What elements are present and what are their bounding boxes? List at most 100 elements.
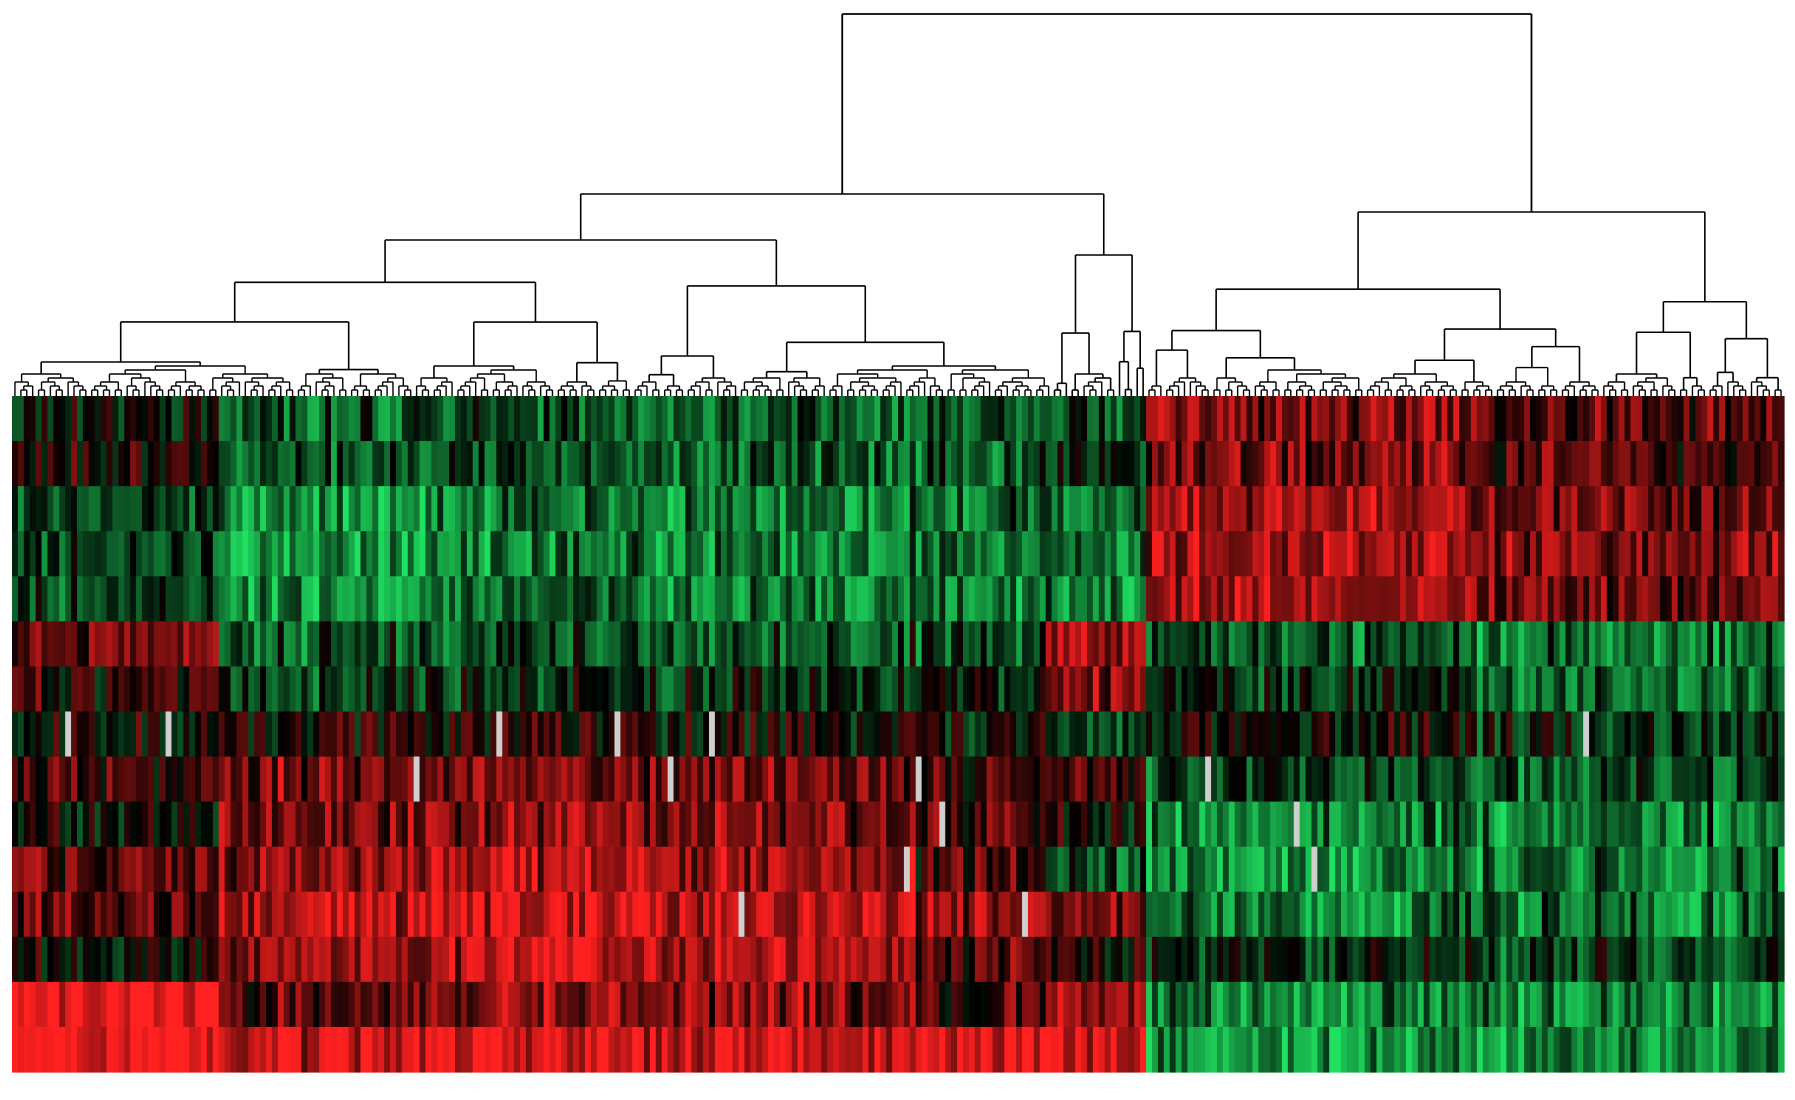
heatmap-cell — [1612, 936, 1620, 983]
heatmap-cell — [608, 531, 616, 577]
heatmap-cell — [1134, 486, 1141, 532]
heatmap-cell — [1270, 576, 1277, 622]
heatmap-cell — [254, 711, 261, 758]
heatmap-cell — [1577, 981, 1584, 1028]
heatmap-cell — [431, 756, 438, 803]
heatmap-cell — [1482, 711, 1490, 758]
heatmap-cell — [23, 756, 31, 803]
heatmap-cell — [974, 621, 982, 667]
heatmap-cell — [1027, 846, 1035, 893]
heatmap-cell — [1352, 441, 1360, 487]
heatmap-cell — [17, 981, 25, 1028]
heatmap-cell — [1270, 441, 1277, 487]
heatmap-cell — [655, 981, 663, 1028]
heatmap-cell — [1364, 756, 1372, 803]
heatmap-cell — [248, 891, 255, 938]
heatmap-cell — [951, 441, 958, 487]
heatmap-cell — [1010, 486, 1017, 532]
heatmap-cell — [295, 936, 303, 983]
heatmap-cell — [703, 936, 710, 983]
heatmap-cell — [1193, 846, 1200, 893]
heatmap-cell — [230, 981, 238, 1028]
heatmap-cell — [1600, 756, 1608, 803]
heatmap-cell — [1518, 621, 1525, 667]
heatmap-cell — [407, 576, 415, 622]
heatmap-cell — [236, 936, 243, 983]
heatmap-cell — [248, 936, 255, 983]
heatmap-cell — [850, 756, 858, 803]
heatmap-cell — [390, 1026, 397, 1073]
heatmap-cell — [608, 621, 616, 667]
heatmap-cell — [82, 486, 90, 532]
heatmap-cell — [265, 1026, 273, 1073]
heatmap-cell — [685, 936, 692, 983]
heatmap-cell — [661, 1026, 669, 1073]
heatmap-cell — [1128, 576, 1135, 622]
heatmap-cell — [260, 801, 267, 848]
heatmap-cell — [59, 711, 66, 758]
heatmap-cell — [1240, 936, 1248, 983]
heatmap-cell — [460, 396, 468, 442]
heatmap-cell — [1518, 396, 1525, 442]
heatmap-cell — [360, 936, 367, 983]
heatmap-cell — [815, 396, 822, 442]
heatmap-cell — [224, 621, 232, 667]
heatmap-cell — [809, 756, 816, 803]
heatmap-cell — [419, 1026, 427, 1073]
heatmap-cell — [201, 621, 208, 667]
heatmap-cell — [407, 486, 415, 532]
heatmap-cell — [307, 936, 314, 983]
heatmap-cell — [1429, 396, 1437, 442]
heatmap-cell — [1252, 981, 1259, 1028]
heatmap-cell — [449, 576, 456, 622]
heatmap-cell — [1370, 936, 1378, 983]
heatmap-cell — [1063, 846, 1070, 893]
heatmap-cell — [437, 576, 444, 622]
heatmap-cell — [94, 936, 102, 983]
heatmap-cell — [189, 846, 196, 893]
heatmap-cell — [1039, 801, 1047, 848]
heatmap-cell — [1022, 621, 1029, 667]
heatmap-cell — [1128, 486, 1135, 532]
heatmap-cell — [94, 531, 102, 577]
heatmap-cell — [236, 981, 243, 1028]
heatmap-cell — [827, 441, 834, 487]
heatmap-cell — [1500, 756, 1507, 803]
heatmap-cell — [1228, 396, 1236, 442]
heatmap-cell — [195, 891, 202, 938]
heatmap-cell — [59, 846, 66, 893]
heatmap-cell — [76, 846, 84, 893]
heatmap-cell — [443, 891, 450, 938]
heatmap-cell — [732, 846, 740, 893]
heatmap-cell — [1146, 801, 1153, 848]
heatmap-cell — [136, 576, 143, 622]
heatmap-cell — [1140, 576, 1147, 622]
heatmap-cell — [289, 621, 297, 667]
heatmap-cell — [555, 531, 562, 577]
heatmap-cell — [153, 936, 161, 983]
heatmap-cell — [1240, 846, 1248, 893]
heatmap-cell — [384, 936, 391, 983]
heatmap-cell — [708, 576, 716, 622]
heatmap-cell — [82, 801, 90, 848]
heatmap-cell — [868, 801, 875, 848]
heatmap-cell — [141, 756, 149, 803]
heatmap-cell — [909, 981, 917, 1028]
heatmap-cell — [691, 486, 698, 532]
heatmap-cell — [1541, 891, 1549, 938]
heatmap-cell — [283, 711, 291, 758]
heatmap-cell — [82, 576, 90, 622]
heatmap-cell — [584, 846, 592, 893]
heatmap-cell — [1482, 396, 1490, 442]
heatmap-cell — [53, 576, 60, 622]
heatmap-cell — [1618, 891, 1626, 938]
heatmap-cell — [330, 531, 338, 577]
heatmap-cell — [626, 576, 633, 622]
heatmap-cell — [838, 621, 846, 667]
heatmap-cell — [1110, 891, 1118, 938]
heatmap-cell — [401, 891, 409, 938]
heatmap-cell — [561, 756, 568, 803]
heatmap-cell — [1276, 711, 1283, 758]
heatmap-cell — [1465, 711, 1472, 758]
heatmap-cell — [732, 981, 740, 1028]
